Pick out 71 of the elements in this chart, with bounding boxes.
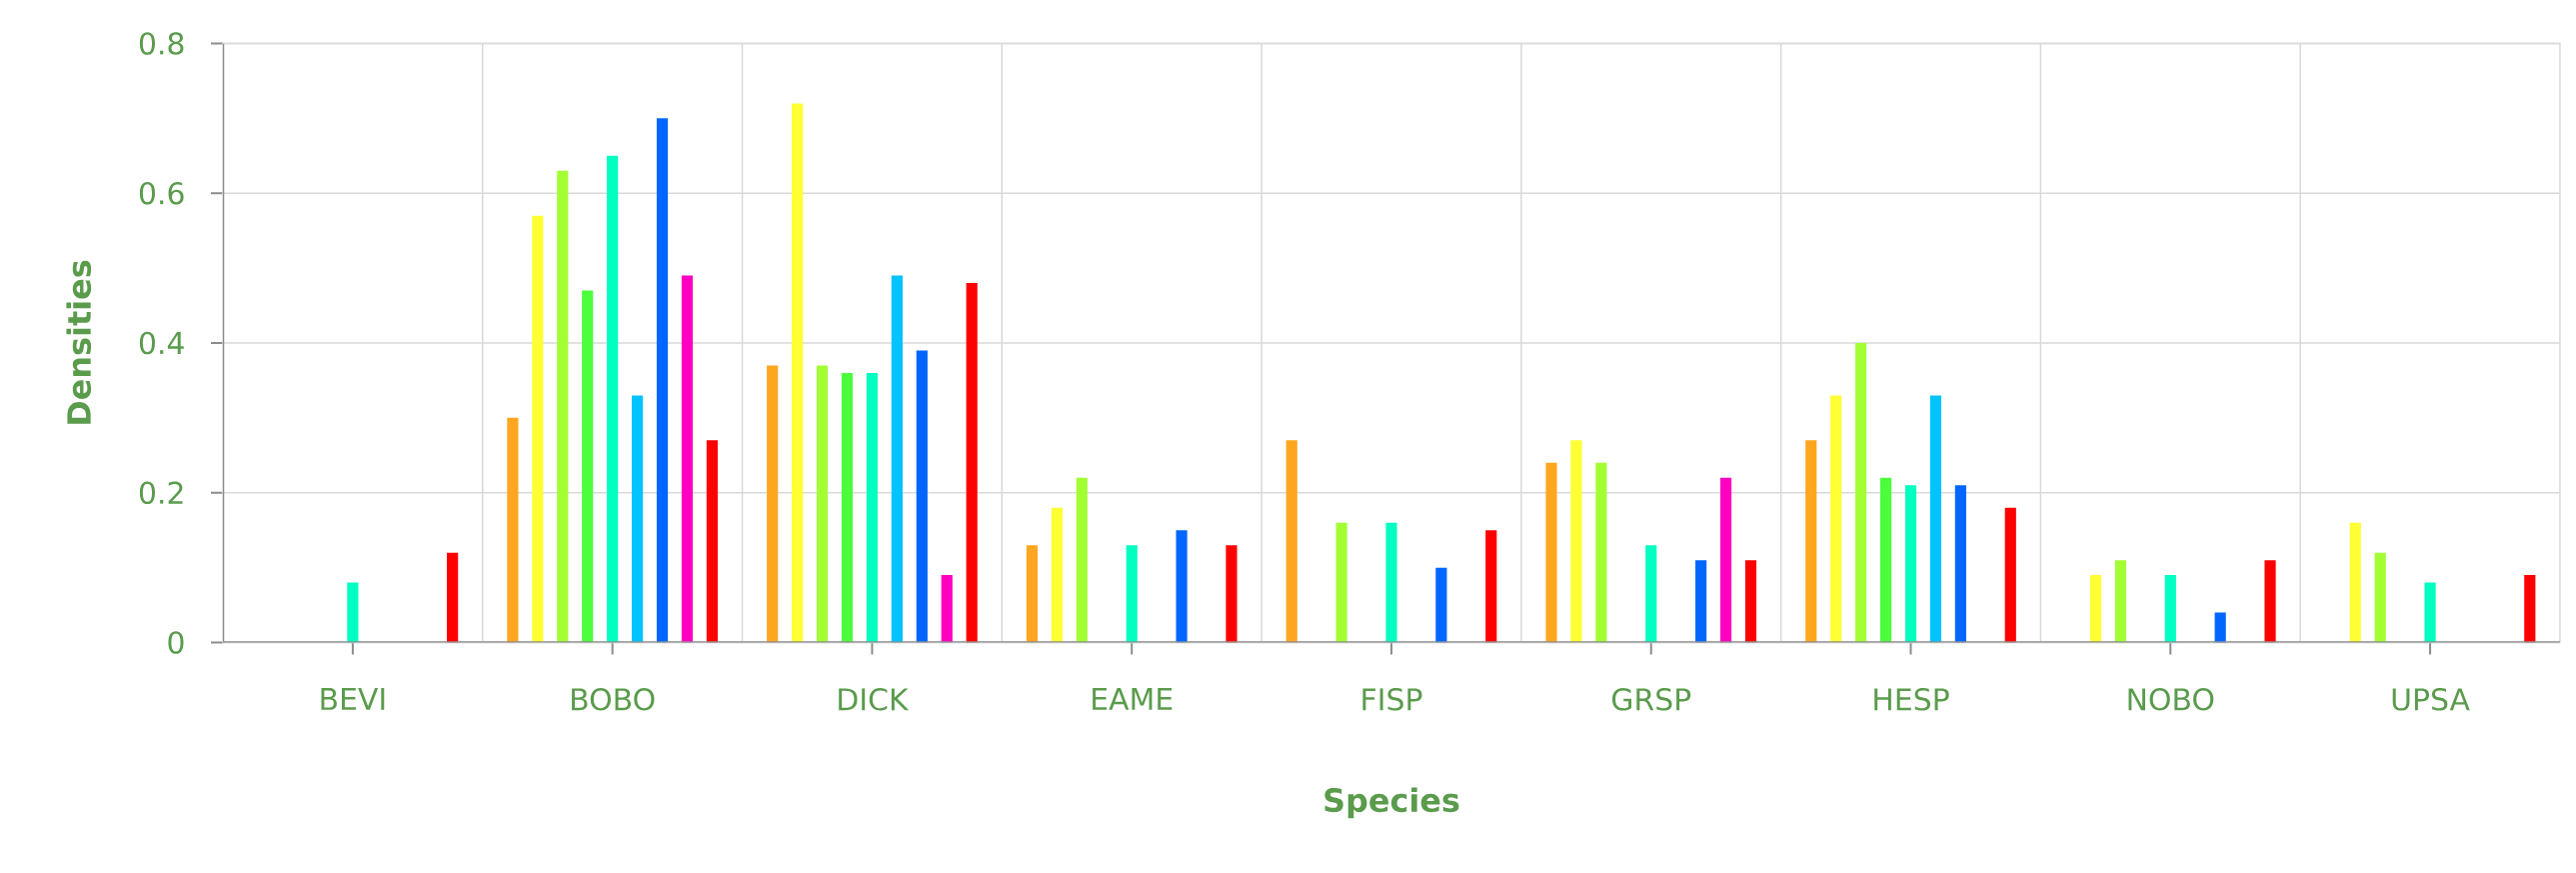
bar bbox=[1335, 522, 1347, 643]
bar bbox=[2004, 507, 2016, 643]
bar bbox=[681, 275, 694, 643]
bar bbox=[767, 365, 779, 643]
x-tick-label: NOBO bbox=[2128, 688, 2214, 711]
bar bbox=[447, 552, 459, 643]
bar bbox=[1076, 477, 1088, 643]
bar bbox=[1226, 545, 1238, 643]
bar bbox=[792, 103, 804, 643]
x-tick-label: GRSP bbox=[1611, 688, 1691, 711]
bar bbox=[1719, 477, 1732, 643]
bar bbox=[1385, 522, 1397, 643]
x-tick-label: BOBO bbox=[572, 688, 655, 711]
bar bbox=[1570, 440, 1582, 643]
bar bbox=[347, 582, 359, 643]
bar bbox=[706, 440, 718, 643]
bar bbox=[2164, 575, 2176, 643]
bar bbox=[507, 417, 519, 643]
bar bbox=[2114, 560, 2126, 643]
bar bbox=[1595, 462, 1607, 643]
x-tick-label: DICK bbox=[839, 688, 910, 711]
x-tick-label: FISP bbox=[1362, 688, 1422, 711]
bar bbox=[2424, 582, 2436, 643]
bar bbox=[1744, 560, 1757, 643]
x-tick-label: HESP bbox=[1874, 688, 1949, 711]
bar bbox=[891, 275, 903, 643]
bar bbox=[2264, 560, 2276, 643]
bar bbox=[1026, 545, 1039, 643]
x-axis-title: Species bbox=[1324, 787, 1459, 819]
bar bbox=[1830, 395, 1842, 643]
bar bbox=[1545, 462, 1557, 643]
bar bbox=[1051, 507, 1063, 643]
y-tick-label: 0.2 bbox=[139, 481, 183, 505]
x-tick-label: EAME bbox=[1093, 688, 1173, 710]
bar bbox=[557, 170, 569, 643]
bar bbox=[2374, 552, 2386, 643]
bar bbox=[966, 283, 978, 643]
bar bbox=[2089, 575, 2102, 643]
bar bbox=[1879, 477, 1892, 643]
bar bbox=[1176, 530, 1188, 643]
x-tick-label: UPSA bbox=[2392, 688, 2470, 711]
bar bbox=[841, 372, 854, 643]
bar bbox=[1435, 567, 1447, 643]
x-tick-label: BEVI bbox=[321, 688, 385, 710]
bar bbox=[816, 365, 829, 643]
bar bbox=[1855, 343, 1867, 643]
bar bbox=[1286, 440, 1297, 643]
bar bbox=[2214, 612, 2226, 643]
bar bbox=[532, 215, 544, 643]
y-axis-title: Densities bbox=[66, 260, 92, 424]
bar bbox=[656, 118, 669, 643]
bar bbox=[632, 395, 644, 643]
y-tick-label: 0.4 bbox=[139, 331, 184, 355]
bar bbox=[941, 575, 953, 643]
bar bbox=[1805, 440, 1817, 643]
y-tick-label: 0.6 bbox=[139, 181, 184, 205]
bar bbox=[1929, 395, 1942, 643]
y-tick-label: 0.8 bbox=[139, 32, 184, 55]
bar bbox=[2524, 575, 2536, 643]
bar bbox=[607, 155, 619, 643]
bar bbox=[866, 372, 879, 643]
bar bbox=[1695, 560, 1707, 643]
bar bbox=[1126, 545, 1138, 643]
bar bbox=[1485, 530, 1497, 643]
bar bbox=[1904, 485, 1917, 643]
bar bbox=[1954, 485, 1966, 643]
bar bbox=[916, 350, 928, 643]
y-tick-label: 0 bbox=[168, 631, 184, 654]
bar bbox=[2349, 522, 2361, 643]
bar bbox=[582, 290, 594, 643]
bar bbox=[1645, 545, 1657, 643]
